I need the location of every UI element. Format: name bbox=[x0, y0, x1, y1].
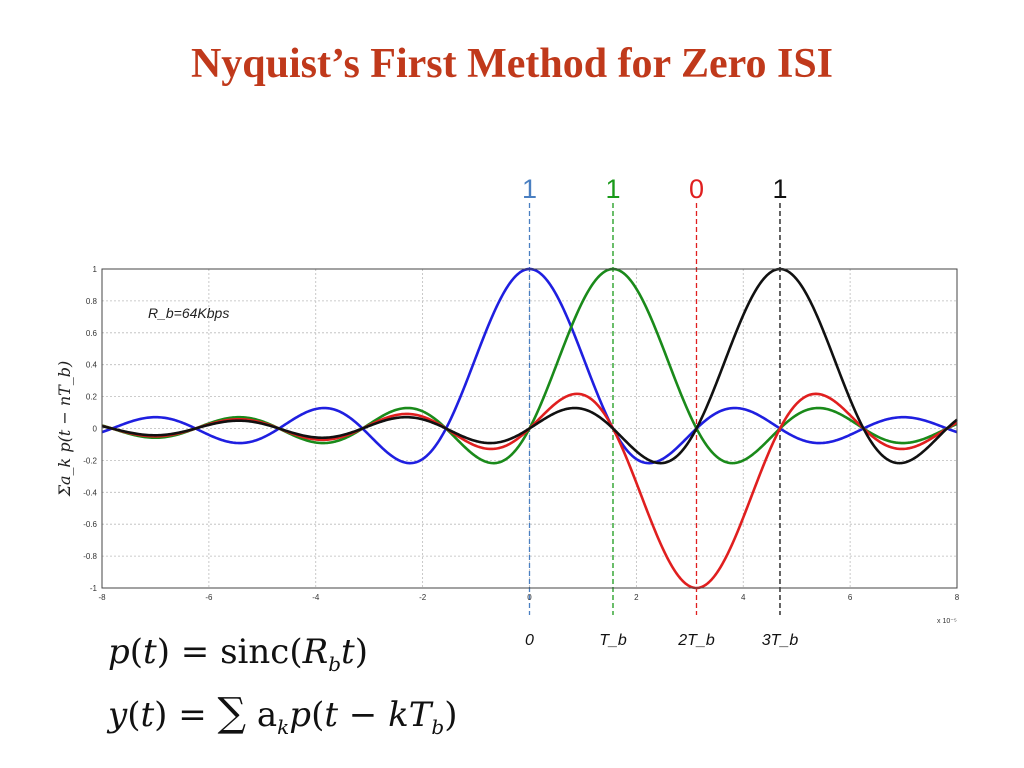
sample-time-label: 0 bbox=[525, 632, 534, 649]
x-tick-label: 4 bbox=[741, 593, 746, 602]
bit-value-label: 1 bbox=[605, 174, 620, 204]
axis-ticks: -8 -6 -4 -2 0 2 4 6 8 -1 -0.8 -0.6 -0.4 -0.2 0 0.2 0.4 0.… bbox=[83, 265, 960, 602]
formula-pulse: p(t) = sinc(Rbt) bbox=[108, 632, 368, 676]
y-tick-label: 0.6 bbox=[86, 329, 98, 338]
x-tick-label: -8 bbox=[98, 593, 106, 602]
formula-sum: y(t) = ∑ akp(t − kTb) bbox=[108, 690, 458, 739]
slide-title: Nyquist’s First Method for Zero ISI bbox=[190, 41, 834, 87]
bit-value-label: 1 bbox=[522, 174, 537, 204]
y-tick-label: 0.2 bbox=[86, 393, 98, 402]
y-tick-label: -0.6 bbox=[83, 520, 97, 529]
plot-frame bbox=[101, 268, 958, 589]
bit-value-label: 0 bbox=[689, 174, 704, 204]
y-tick-label: -0.8 bbox=[83, 552, 97, 561]
bit-value-label: 1 bbox=[772, 174, 787, 204]
series-line-4 bbox=[101, 267, 958, 465]
y-tick-label: 0 bbox=[93, 425, 98, 434]
x-tick-label: 6 bbox=[848, 593, 853, 602]
y-tick-label: 0.4 bbox=[86, 361, 98, 370]
x-tick-label: 8 bbox=[955, 593, 960, 602]
sample-time-label: 3T_b bbox=[762, 632, 799, 649]
x-exponent-label: x 10⁻⁵ bbox=[937, 618, 957, 625]
y-tick-label: -0.4 bbox=[83, 488, 97, 497]
sample-time-label: 2T_b bbox=[677, 632, 715, 649]
x-tick-label: -2 bbox=[419, 593, 427, 602]
y-tick-label: 1 bbox=[93, 265, 98, 274]
x-tick-label: 0 bbox=[527, 593, 532, 602]
sample-time-label: T_b bbox=[599, 632, 627, 649]
x-tick-label: 2 bbox=[634, 593, 639, 602]
y-tick-label: -1 bbox=[90, 584, 98, 593]
x-tick-label: -4 bbox=[312, 593, 320, 602]
y-axis-label: Σa_k p(t − nT_b) bbox=[55, 361, 74, 498]
y-tick-label: -0.2 bbox=[83, 456, 97, 465]
sample-markers: 1 0 1 T_b 0 2T_b 1 3T_b bbox=[522, 174, 798, 649]
x-tick-label: -6 bbox=[205, 593, 213, 602]
axis-labels: x 10⁻⁵ Σa_k p(t − nT_b) R_b=64Kbps bbox=[55, 305, 957, 625]
bit-rate-annotation: R_b=64Kbps bbox=[148, 305, 229, 321]
y-tick-label: 0.8 bbox=[86, 297, 98, 306]
